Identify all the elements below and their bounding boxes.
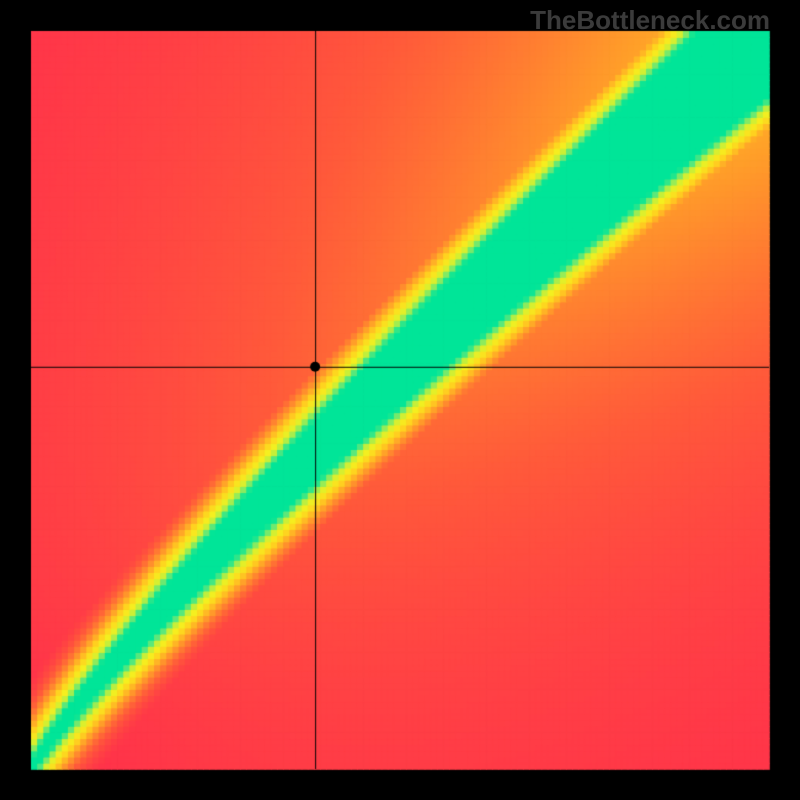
- bottleneck-heatmap: [0, 0, 800, 800]
- watermark-text: TheBottleneck.com: [530, 5, 770, 36]
